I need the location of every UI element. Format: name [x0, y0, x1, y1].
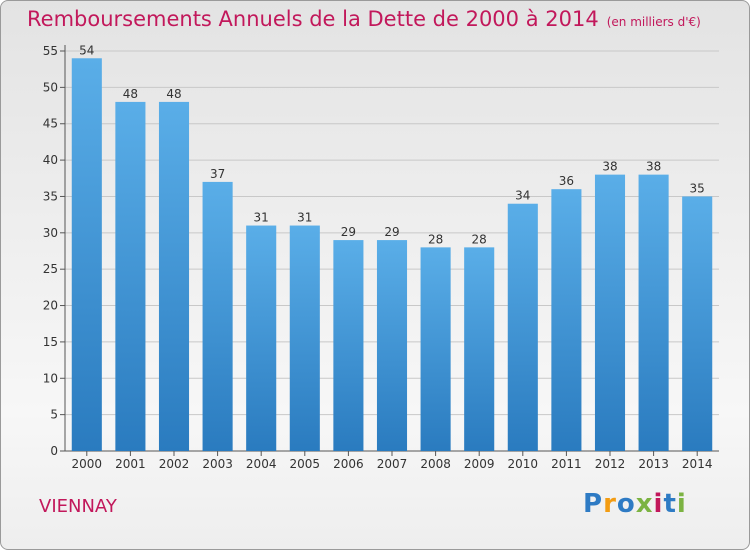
bar-value-label: 35: [690, 181, 705, 195]
y-tick-label: 0: [50, 444, 58, 458]
logo-letter: t: [663, 489, 677, 519]
bar-value-label: 38: [646, 160, 661, 174]
y-tick-label: 50: [43, 80, 58, 94]
bar-value-label: 29: [341, 225, 356, 239]
y-tick-label: 45: [43, 117, 58, 131]
logo-letter: x: [635, 489, 654, 519]
bar: [464, 247, 495, 451]
bar-value-label: 31: [254, 211, 269, 225]
y-tick-label: 35: [43, 189, 58, 203]
bar-value-label: 37: [210, 167, 225, 181]
bar: [376, 240, 408, 451]
y-tick-label: 10: [43, 371, 58, 385]
logo-letter: i: [676, 489, 687, 519]
logo-letter: i: [653, 489, 664, 519]
x-tick-label: 2013: [638, 457, 669, 471]
x-tick-label: 2012: [595, 457, 626, 471]
x-tick-label: 2001: [115, 457, 146, 471]
y-tick-label: 25: [43, 262, 58, 276]
bar: [638, 174, 669, 452]
bar: [682, 196, 713, 451]
bar: [71, 58, 102, 451]
bar-value-label: 28: [472, 232, 487, 246]
y-tick-label: 5: [50, 408, 58, 422]
bar: [158, 101, 190, 451]
proxiti-logo[interactable]: Proxiti: [583, 489, 687, 519]
x-tick-label: 2002: [159, 457, 190, 471]
bar: [551, 189, 582, 451]
bar-value-label: 36: [559, 174, 574, 188]
x-tick-label: 2000: [72, 457, 103, 471]
x-tick-label: 2014: [682, 457, 713, 471]
logo-letter: o: [616, 489, 636, 519]
logo-letter: P: [583, 489, 604, 519]
chart-title-text: Remboursements Annuels de la Dette de 20…: [27, 7, 599, 31]
bar: [115, 101, 146, 451]
bar-value-label: 48: [123, 87, 138, 101]
bar: [420, 247, 451, 451]
bar-value-label: 28: [428, 232, 443, 246]
bar-value-label: 34: [515, 189, 530, 203]
y-tick-label: 30: [43, 226, 58, 240]
bar: [507, 203, 538, 451]
x-tick-label: 2010: [508, 457, 539, 471]
x-tick-label: 2009: [464, 457, 495, 471]
bar-value-label: 48: [166, 87, 181, 101]
bar-value-label: 29: [384, 225, 399, 239]
y-tick-label: 55: [43, 44, 58, 58]
chart-unit-note: (en milliers d'€): [606, 15, 701, 29]
x-tick-label: 2008: [420, 457, 451, 471]
x-tick-label: 2005: [290, 457, 321, 471]
bar: [289, 225, 320, 451]
bar-value-label: 31: [297, 211, 312, 225]
y-tick-label: 20: [43, 299, 58, 313]
bar: [333, 240, 364, 451]
y-tick-label: 15: [43, 335, 58, 349]
bar: [246, 225, 277, 451]
bar: [594, 174, 626, 452]
bar-value-label: 54: [79, 43, 94, 57]
x-tick-label: 2004: [246, 457, 277, 471]
commune-name: VIENNAY: [39, 496, 117, 517]
x-tick-label: 2003: [202, 457, 233, 471]
bar: [202, 181, 233, 451]
logo-letter: r: [603, 489, 617, 519]
x-tick-label: 2006: [333, 457, 364, 471]
chart-title: Remboursements Annuels de la Dette de 20…: [27, 7, 701, 31]
x-tick-label: 2011: [551, 457, 582, 471]
y-tick-label: 40: [43, 153, 58, 167]
x-tick-label: 2007: [377, 457, 408, 471]
bar-value-label: 38: [602, 160, 617, 174]
